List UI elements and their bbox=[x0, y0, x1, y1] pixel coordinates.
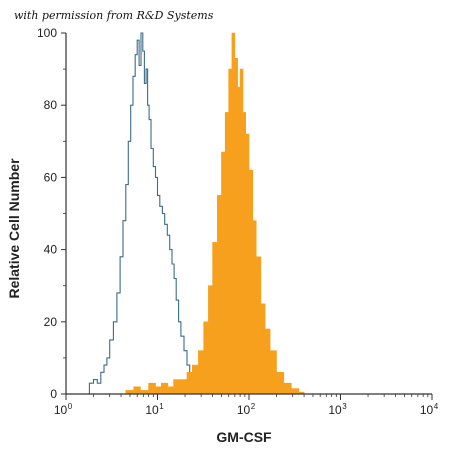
isotype-histogram bbox=[85, 32, 193, 395]
x-ticks: 100 101 102 103 104 bbox=[54, 394, 439, 417]
y-ticks: 0 20 40 60 80 100 bbox=[37, 26, 66, 401]
x-tick-exponent: 4 bbox=[434, 402, 439, 411]
plot-area bbox=[85, 32, 305, 395]
x-axis-label: GM-CSF bbox=[216, 429, 272, 445]
permission-note: with permission from R&D Systems bbox=[14, 9, 214, 22]
y-tick-label: 60 bbox=[44, 170, 58, 184]
x-tick-label: 102 bbox=[237, 402, 256, 417]
y-tick-label: 20 bbox=[44, 315, 58, 329]
x-tick-label: 100 bbox=[54, 402, 73, 417]
x-tick-exponent: 1 bbox=[159, 402, 164, 411]
x-tick-exponent: 3 bbox=[342, 402, 347, 411]
y-tick-label: 0 bbox=[50, 387, 57, 401]
x-tick-label: 103 bbox=[328, 402, 347, 417]
y-tick-label: 80 bbox=[44, 98, 58, 112]
y-axis-label: Relative Cell Number bbox=[6, 158, 22, 299]
x-tick-label: 101 bbox=[145, 402, 164, 417]
y-tick-label: 100 bbox=[37, 26, 57, 40]
y-tick-label: 40 bbox=[44, 243, 58, 257]
stained-histogram bbox=[119, 32, 305, 395]
x-tick-exponent: 0 bbox=[68, 402, 73, 411]
x-tick-exponent: 2 bbox=[251, 402, 256, 411]
x-tick-label: 104 bbox=[420, 402, 439, 417]
